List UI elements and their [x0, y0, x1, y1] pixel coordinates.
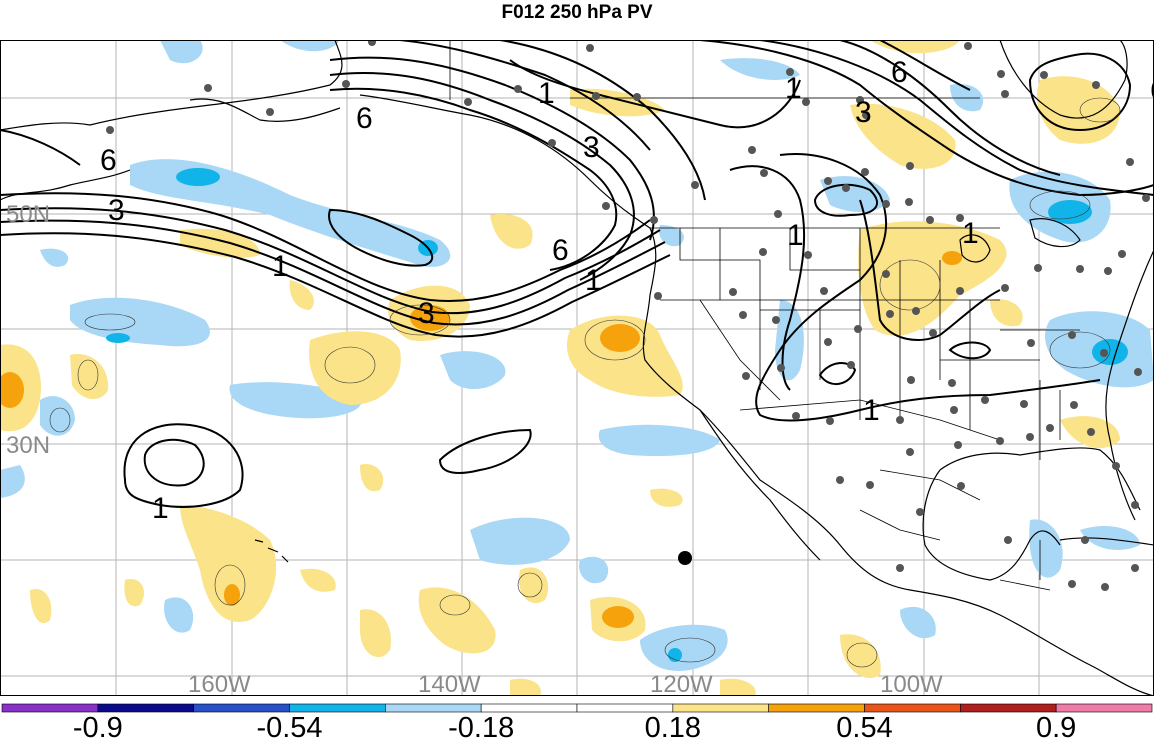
colorbar-swatch	[672, 703, 769, 713]
coastlines	[0, 40, 1154, 696]
colorbar-swatch	[576, 703, 674, 713]
contour-label: 3	[855, 96, 872, 129]
lon-label-100w: 100W	[880, 671, 943, 698]
contour-label: 1	[538, 77, 555, 110]
contour-label: 6	[356, 102, 373, 135]
contour-label: 1	[787, 219, 804, 252]
contour-label: 3	[108, 194, 125, 227]
colorbar-ticks: -0.9 -0.54 -0.18 0.18 0.54 0.9	[73, 712, 1076, 739]
contour-label-group: 6 3 1 6 3 6 1 3 6 1 1 1 1 6 3 1 1	[100, 56, 1154, 525]
colorbar-tick-label: -0.54	[256, 712, 322, 739]
contour-label: 3	[583, 131, 600, 164]
contour-label: 1	[785, 72, 802, 105]
significance-contours	[49, 97, 1121, 668]
colorbar-swatch	[768, 703, 865, 713]
colorbar-swatch	[193, 703, 290, 713]
contour-label: 6	[100, 144, 117, 177]
colorbar-swatch	[1055, 703, 1153, 713]
colorbar-swatch	[864, 703, 961, 713]
colorbar-swatch	[289, 703, 386, 713]
lon-label-120w: 120W	[650, 671, 713, 698]
colorbar-tick-label: -0.18	[448, 712, 514, 739]
contour-label: 1	[863, 394, 880, 427]
contour-label: 6	[552, 234, 569, 267]
political-borders	[449, 40, 1080, 591]
colorbar-tick-label: 0.9	[1036, 712, 1076, 739]
contour-label: 1	[152, 492, 169, 525]
negative-pv-shading	[0, 40, 1154, 671]
contour-label: 1	[585, 264, 602, 297]
map-title: F012 250 hPa PV	[501, 2, 653, 23]
lon-label-160w: 160W	[188, 671, 251, 698]
colorbar-swatch	[1, 703, 99, 713]
contour-label: 3	[418, 297, 435, 330]
lat-label-30n: 30N	[6, 432, 50, 459]
contour-label: 1	[272, 250, 289, 283]
station-dots	[106, 40, 1150, 591]
colorbar-tick-label: -0.9	[73, 712, 123, 739]
colorbar-tick-label: 0.18	[645, 712, 701, 739]
lon-label-140w: 140W	[418, 671, 481, 698]
colorbar-swatch	[960, 703, 1057, 713]
colorbar	[1, 703, 1153, 713]
contour-label: 6	[891, 56, 908, 89]
colorbar-swatch	[385, 703, 482, 713]
colorbar-swatch	[97, 703, 194, 713]
pv-contours	[0, 40, 1154, 508]
colorbar-swatch	[480, 703, 578, 713]
colorbar-tick-label: 0.54	[836, 712, 892, 739]
contour-label: 1	[962, 217, 979, 250]
contour-label: 6	[1150, 74, 1154, 107]
lat-label-50n: 50N	[6, 201, 50, 228]
reference-point	[678, 551, 692, 565]
